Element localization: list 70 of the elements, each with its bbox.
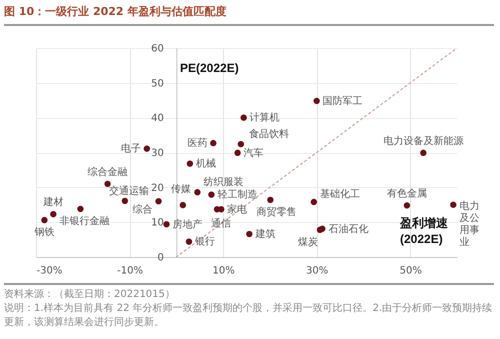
- y-tick-label: 0: [157, 252, 164, 264]
- x-tick-label: 10%: [212, 266, 235, 276]
- point: [246, 230, 252, 238]
- annotation: 综合金融: [88, 166, 128, 178]
- point: [104, 180, 111, 188]
- annotation: 轻工制造: [217, 188, 258, 201]
- annotation: 建筑: [254, 228, 276, 240]
- point: [186, 238, 192, 245]
- annotation: 医药: [187, 137, 208, 150]
- annotation: 电子: [120, 142, 141, 155]
- text: 资料来源：（截至日期：20221015）: [4, 288, 176, 302]
- annotation: 基础化工: [320, 188, 360, 200]
- point: [210, 140, 216, 146]
- point: [144, 146, 150, 152]
- annotation: 石油石化: [328, 222, 368, 235]
- x-tick-label: -30%: [36, 266, 62, 276]
- y-tick-label: 30: [151, 148, 164, 159]
- point: [163, 221, 170, 228]
- y-axis-title: PE(2022E): [180, 61, 239, 75]
- point: [404, 202, 410, 209]
- annotation: 房地产: [172, 218, 203, 230]
- annotation: 国防军工: [322, 94, 363, 107]
- point: [186, 160, 194, 167]
- annotation: 银行: [194, 236, 215, 248]
- point: [238, 140, 244, 148]
- chart-title: 图 10：一级行业 2022 年盈利与估值匹配度: [4, 4, 494, 26]
- point: [310, 198, 318, 206]
- point: [316, 226, 324, 233]
- point: [234, 150, 241, 156]
- point: [50, 211, 56, 218]
- point: [208, 191, 215, 198]
- annotation: 煤炭: [298, 236, 318, 248]
- annotation: 食品饮料: [248, 128, 289, 140]
- y-tick-label: 20: [151, 182, 164, 194]
- x-tick-label: 30%: [306, 266, 328, 276]
- point: [180, 202, 186, 208]
- point: [155, 198, 162, 204]
- annotation: 非银行金融: [59, 214, 110, 227]
- annotation: 综合: [132, 203, 153, 216]
- point: [122, 198, 128, 204]
- x-tick-label: 50%: [400, 266, 422, 276]
- annotation: 电力设备及新能源: [383, 134, 464, 147]
- annotation: 汽车: [244, 146, 264, 159]
- point: [450, 202, 456, 208]
- point: [240, 114, 247, 121]
- point: [314, 98, 320, 104]
- annotation: 钢铁: [33, 226, 54, 238]
- annotation: 机械: [196, 158, 216, 170]
- y-tick-label: 50: [151, 78, 164, 90]
- annotation: 通信: [211, 217, 232, 230]
- annotation: 交通运输: [108, 184, 149, 197]
- annotation: 电力及公用事业: [459, 200, 480, 248]
- text: 说明：1.样本为目前具有 22 年分析师一致盈利预期的个股，并采用一致可比口径。2.由于分析师一致预期持续更新，该测算结果会进行同步更新。: [4, 302, 494, 330]
- annotation: 纺织服装: [203, 176, 244, 188]
- annotation: 计算机: [250, 112, 280, 124]
- point: [41, 216, 48, 224]
- annotation: 有色金属: [386, 187, 427, 200]
- y-tick-label: 40: [151, 113, 164, 124]
- point: [420, 150, 426, 156]
- x-tick-label: -10%: [117, 266, 143, 276]
- x-axis-title: 盈利增速 (2022E): [399, 216, 449, 246]
- annotation: 商贸零售: [256, 206, 296, 218]
- point: [267, 196, 274, 204]
- y-tick-label: 60: [151, 44, 164, 54]
- y-tick-label: 10: [151, 218, 164, 229]
- annotation: 传媒: [170, 184, 191, 196]
- point: [194, 189, 201, 196]
- point: [77, 206, 84, 212]
- annotation: 家电: [227, 203, 248, 216]
- annotation: 建材: [42, 196, 64, 208]
